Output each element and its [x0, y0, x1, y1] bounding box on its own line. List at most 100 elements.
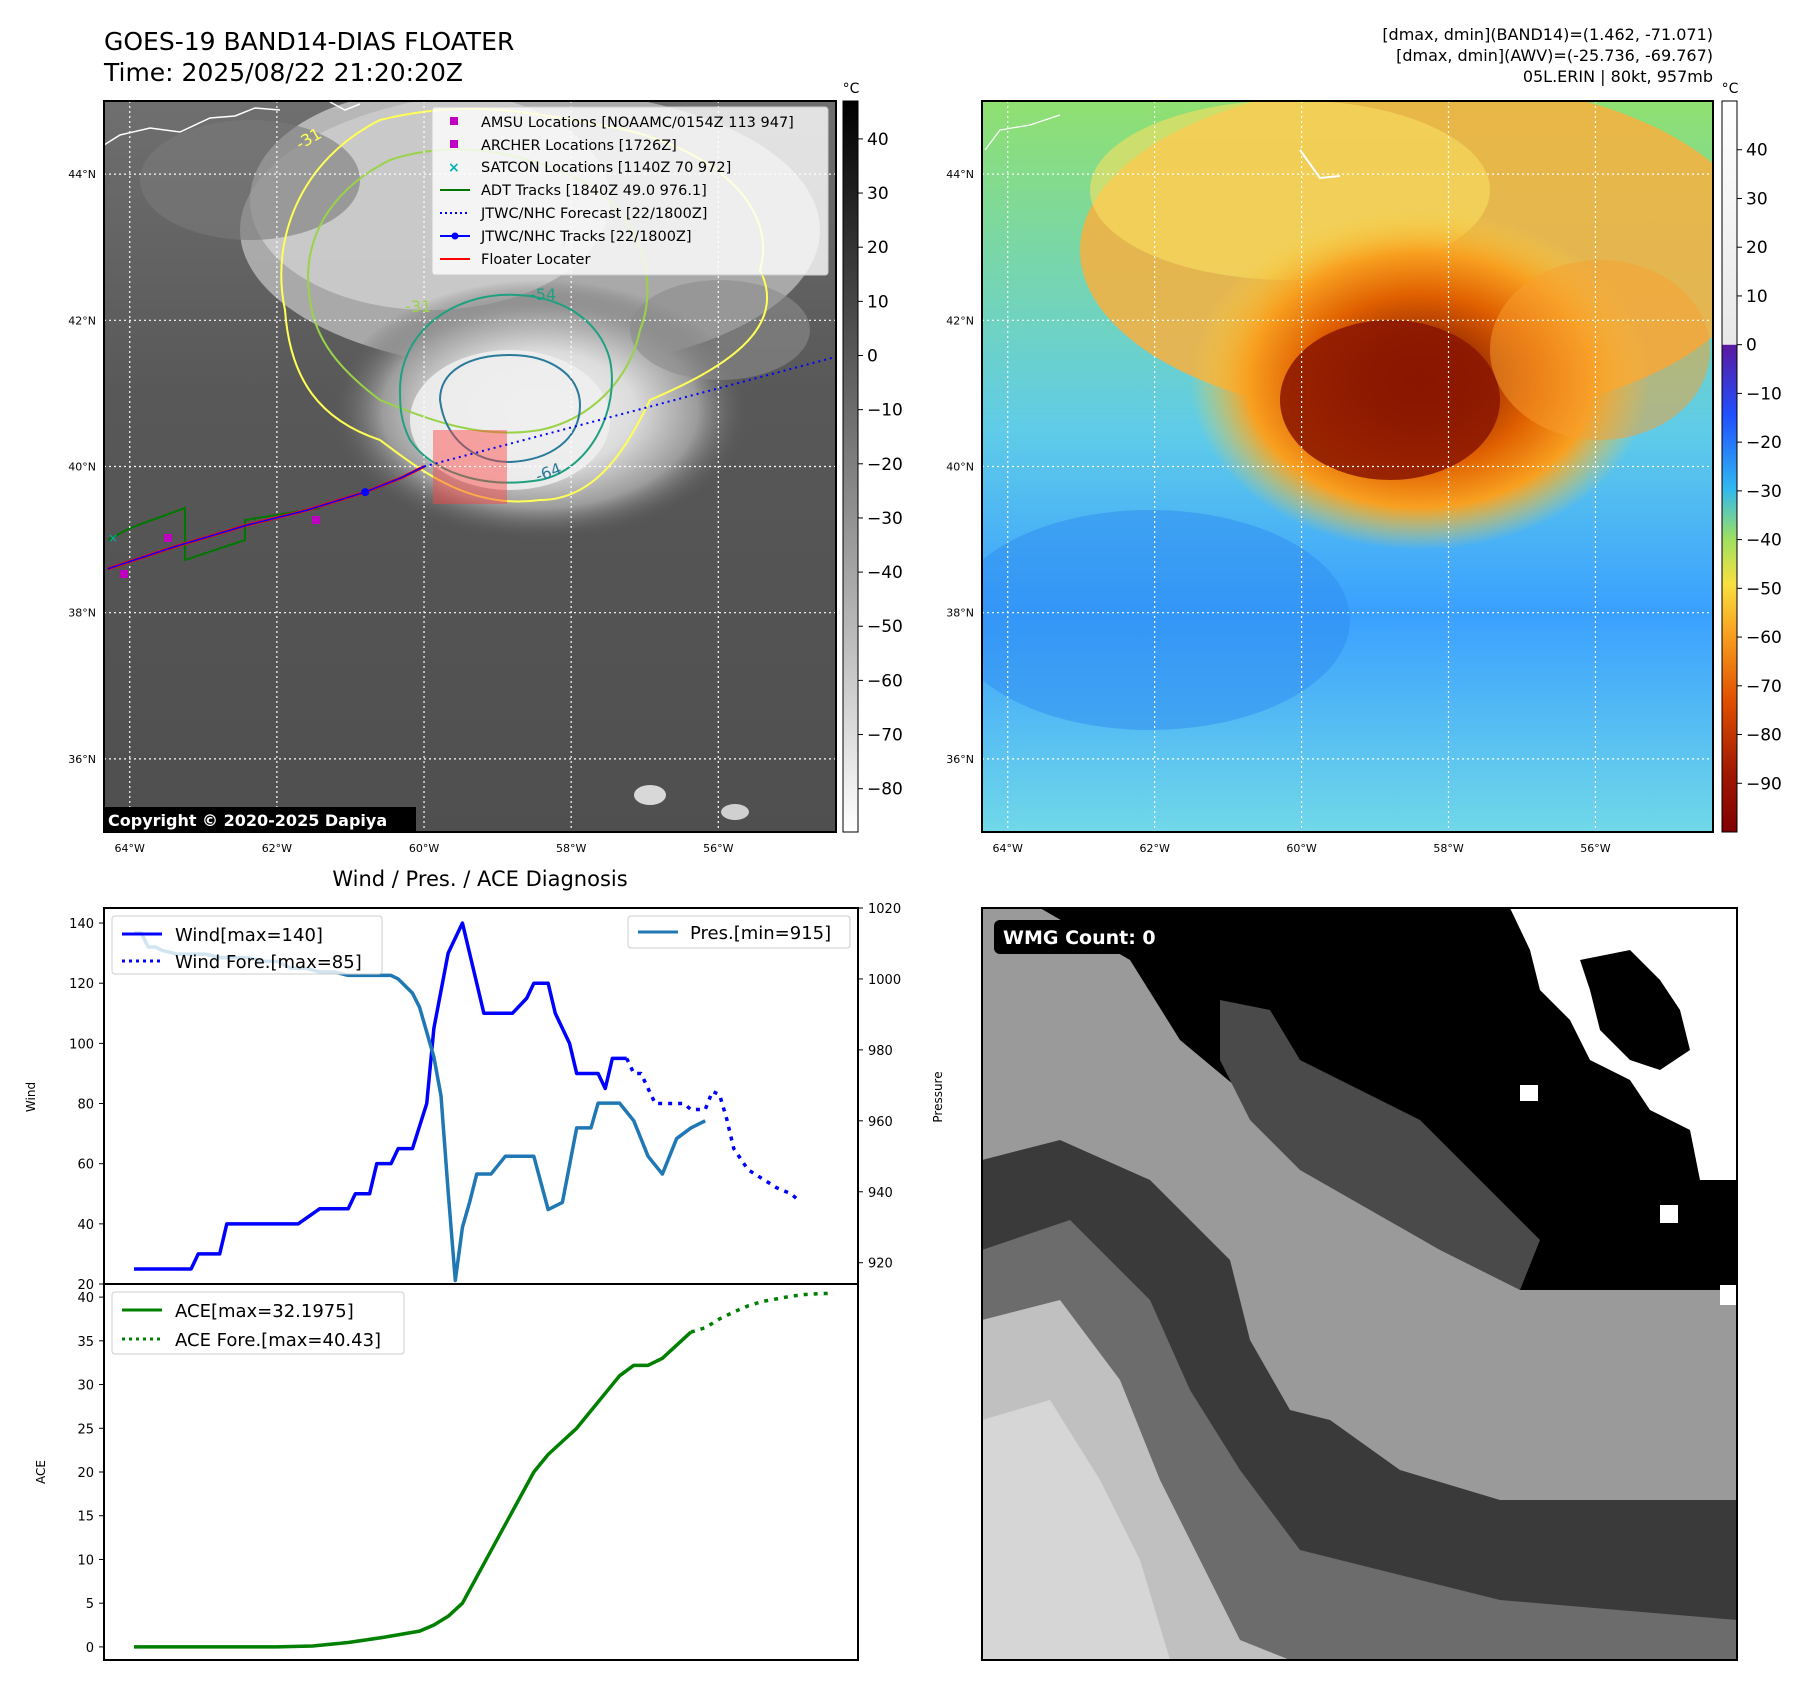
series-line-1 — [625, 1057, 800, 1202]
wind-tick-label: 100 — [69, 1037, 94, 1052]
wind-tick-label: 140 — [69, 917, 94, 932]
ace-tick-label: 40 — [77, 1291, 94, 1306]
legend-marker-square-icon — [450, 117, 458, 125]
lat-label: 42°N — [946, 314, 974, 327]
lon-label: 58°W — [1433, 842, 1463, 855]
legend-label: ACE Fore.[max=40.43] — [175, 1330, 381, 1351]
ir-colorbar-tick: 30 — [867, 184, 889, 204]
ir-colorbar-unit: °C — [843, 81, 860, 97]
band14-range: [dmax, dmin](BAND14)=(1.462, -71.071) — [1382, 25, 1713, 44]
lat-label: 38°N — [68, 607, 96, 620]
pressure-tick-label: 1000 — [868, 973, 901, 988]
legend-label: Wind[max=140] — [175, 925, 323, 946]
svg-text:JTWC/NHC Forecast [22/1800Z]: JTWC/NHC Forecast [22/1800Z] — [480, 206, 707, 222]
ir-colorbar-tick: −40 — [867, 563, 903, 583]
svg-text:SATCON Locations [1140Z 70 972: SATCON Locations [1140Z 70 972] — [481, 160, 731, 176]
ir-colorbar-tick: 0 — [867, 346, 878, 366]
wv-colorbar-tick: 30 — [1746, 189, 1768, 209]
svg-text:AMSU Locations [NOAAMC/0154Z 1: AMSU Locations [NOAAMC/0154Z 113 947] — [481, 115, 794, 131]
wv-colorbar: °C 40 30 20 10 0 −10 −20 −30 −40 −50 −60… — [1721, 81, 1782, 833]
wv-map-panel — [981, 100, 1714, 833]
ir-map-panel: × -31 -31 -54 -64 AMSU Locations [NOAAMC… — [103, 100, 837, 833]
lon-label: 60°W — [409, 842, 439, 855]
ace-tick-label: 10 — [77, 1553, 94, 1568]
wv-colorbar-tick: 10 — [1746, 287, 1768, 307]
ir-colorbar-tick: 40 — [867, 130, 889, 150]
wv-colorbar-unit: °C — [1722, 81, 1739, 97]
legend-entry: Floater Locater — [440, 252, 590, 268]
ir-colorbar-tick: 20 — [867, 238, 889, 258]
lat-label: 40°N — [68, 461, 96, 474]
lon-label: 56°W — [703, 842, 733, 855]
wv-colorbar-tick: −70 — [1746, 677, 1782, 697]
legend-entry: AMSU Locations [NOAAMC/0154Z 113 947] — [450, 115, 794, 131]
wv-colorbar-tick: −80 — [1746, 726, 1782, 746]
ace-legend: ACE[max=32.1975] ACE Fore.[max=40.43] — [111, 1291, 405, 1355]
legend-entry: JTWC/NHC Tracks [22/1800Z] — [440, 229, 692, 245]
legend-entry: × SATCON Locations [1140Z 70 972] — [448, 160, 731, 176]
pressure-axis-label: Pressure — [931, 1071, 945, 1122]
wind-pressure-chart: 20 40 60 80 100 120 140 920 940 960 980 1000 1020 W… — [24, 902, 945, 1293]
lon-label: 64°W — [115, 842, 145, 855]
ir-colorbar-tick: 10 — [867, 292, 889, 312]
legend-entry: ADT Tracks [1840Z 49.0 976.1] — [440, 183, 707, 199]
legend-label: Wind Fore.[max=85] — [175, 952, 362, 973]
svg-text:JTWC/NHC Tracks [22/1800Z]: JTWC/NHC Tracks [22/1800Z] — [480, 229, 692, 245]
ir-colorbar-tick: −60 — [867, 671, 903, 691]
pressure-tick-label: 960 — [868, 1115, 893, 1130]
lon-label: 60°W — [1286, 842, 1316, 855]
lon-label: 62°W — [1139, 842, 1169, 855]
copyright: Copyright © 2020-2025 Dapiya — [108, 811, 387, 830]
wv-colorbar-tick: 20 — [1746, 238, 1768, 258]
ir-colorbar: °C 40 30 20 10 0 −10 −20 −30 −40 −50 −60… — [842, 81, 903, 833]
best-track — [107, 465, 425, 570]
ir-colorbar-tick: −20 — [867, 455, 903, 475]
wv-colorbar-tick: −40 — [1746, 531, 1782, 551]
contour-label: -54 — [530, 285, 556, 304]
ace-axis-label: ACE — [34, 1460, 48, 1484]
map-legend: AMSU Locations [NOAAMC/0154Z 113 947] AR… — [431, 106, 829, 276]
wind-axis-label: Wind — [24, 1082, 38, 1112]
ace-tick-label: 15 — [77, 1510, 94, 1525]
storm-info: 05L.ERIN | 80kt, 957mb — [1523, 67, 1713, 86]
wind-tick-label: 80 — [77, 1098, 94, 1113]
pressure-tick-label: 940 — [868, 1186, 893, 1201]
legend-entry: JTWC/NHC Forecast [22/1800Z] — [440, 206, 707, 222]
ir-colorbar-tick: −10 — [867, 401, 903, 421]
pressure-tick-label: 1020 — [868, 902, 901, 917]
ace-chart: 0 5 10 15 20 25 30 35 40 ACE ACE[max=32.1975] AC… — [34, 1283, 859, 1661]
pressure-legend: Pres.[min=915] — [627, 915, 851, 949]
wind-tick-label: 20 — [77, 1278, 94, 1293]
wind-legend: Wind[max=140] Wind Fore.[max=85] — [111, 915, 383, 975]
ace-tick-label: 30 — [77, 1379, 94, 1394]
lat-label: 40°N — [946, 461, 974, 474]
wmg-panel: WMG Count: 0 — [981, 907, 1738, 1661]
lat-label: 36°N — [68, 753, 96, 766]
wv-colorbar-tick: −20 — [1746, 433, 1782, 453]
wv-colorbar-tick: −10 — [1746, 384, 1782, 404]
ir-colorbar-tick: −80 — [867, 780, 903, 800]
lat-label: 38°N — [946, 607, 974, 620]
wv-colorbar-tick: −50 — [1746, 579, 1782, 599]
lon-label: 62°W — [262, 842, 292, 855]
legend-label: Pres.[min=915] — [690, 923, 831, 944]
svg-text:Floater Locater: Floater Locater — [481, 252, 590, 268]
pressure-tick-label: 980 — [868, 1044, 893, 1059]
ir-colorbar-tick: −30 — [867, 509, 903, 529]
wind-tick-label: 60 — [77, 1158, 94, 1173]
wv-colorbar-tick: −60 — [1746, 628, 1782, 648]
wv-colorbar-tick: −90 — [1746, 774, 1782, 794]
ace-tick-label: 0 — [86, 1641, 94, 1656]
figure-time: Time: 2025/08/22 21:20:20Z — [103, 58, 463, 87]
ace-tick-label: 5 — [86, 1597, 94, 1612]
contour-label: -31 — [405, 297, 431, 316]
lat-label: 44°N — [946, 168, 974, 181]
wv-colorbar-tick: −30 — [1746, 482, 1782, 502]
pressure-tick-label: 920 — [868, 1257, 893, 1272]
svg-text:ARCHER Locations [1726Z]: ARCHER Locations [1726Z] — [481, 138, 677, 154]
lat-label: 42°N — [68, 314, 96, 327]
lon-label: 56°W — [1580, 842, 1610, 855]
legend-marker-square-icon — [450, 140, 458, 148]
ace-tick-label: 20 — [77, 1466, 94, 1481]
